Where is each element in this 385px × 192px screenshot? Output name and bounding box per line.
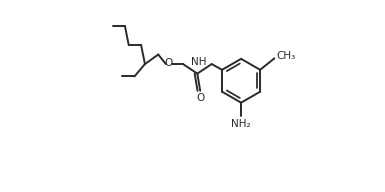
Text: NH₂: NH₂ [231,119,251,129]
Text: O: O [165,58,173,68]
Text: O: O [196,93,204,103]
Text: NH: NH [191,57,207,67]
Text: CH₃: CH₃ [276,51,296,61]
